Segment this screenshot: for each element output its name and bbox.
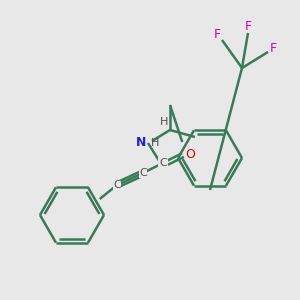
Text: H: H xyxy=(160,117,168,127)
Text: C: C xyxy=(159,158,167,168)
Text: C: C xyxy=(139,168,147,178)
Text: C: C xyxy=(113,180,121,190)
Text: F: F xyxy=(213,28,220,41)
Text: N: N xyxy=(136,136,146,149)
Text: O: O xyxy=(185,148,195,161)
Text: H: H xyxy=(151,138,159,148)
Text: F: F xyxy=(269,43,277,56)
Text: F: F xyxy=(244,20,252,34)
